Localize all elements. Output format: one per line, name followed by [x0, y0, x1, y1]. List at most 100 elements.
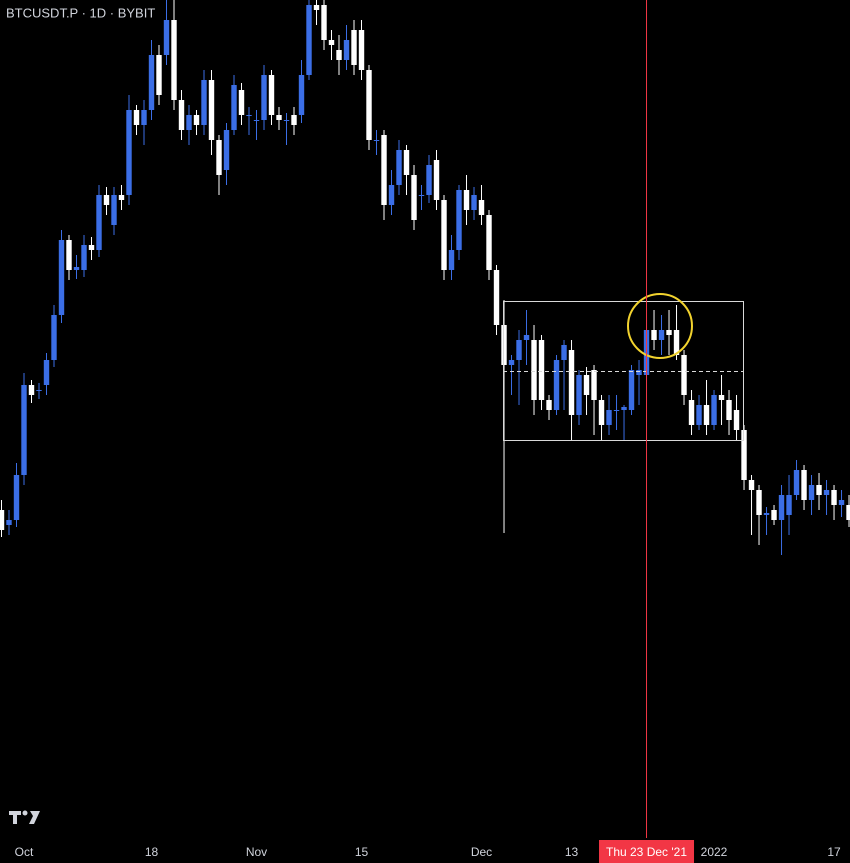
candle-body	[831, 490, 837, 505]
crosshair-label: Thu 23 Dec '21	[606, 845, 687, 859]
candle-body	[516, 340, 522, 360]
candle-body	[823, 490, 830, 495]
candle-body	[253, 120, 260, 121]
candle-body	[846, 505, 850, 520]
candle-body	[141, 110, 147, 125]
candle-body	[471, 195, 477, 210]
candle-body	[276, 115, 282, 120]
candle-body	[673, 330, 680, 355]
candle-body	[606, 410, 612, 425]
candle-body	[66, 240, 72, 270]
x-tick-label: 2022	[701, 845, 728, 859]
candle-body	[261, 75, 267, 120]
candle-body	[246, 115, 252, 116]
candle-body	[313, 5, 320, 10]
candle-body	[786, 495, 792, 515]
candle-body	[748, 480, 755, 490]
candle-body	[816, 485, 822, 495]
candle-body	[193, 115, 200, 125]
candle-body	[201, 80, 207, 125]
candle-body	[118, 195, 125, 200]
candle-body	[306, 5, 312, 75]
candles	[0, 0, 850, 555]
candle-body	[711, 395, 717, 425]
candle-body	[778, 495, 785, 520]
candle-body	[756, 490, 762, 515]
candle-body	[613, 410, 620, 411]
candle-body	[538, 340, 545, 400]
candle-body	[351, 30, 357, 65]
candle-body	[21, 385, 27, 475]
highlight-circle	[627, 293, 693, 359]
candle-body	[546, 400, 552, 410]
candle-body	[703, 405, 710, 425]
candle-body	[771, 510, 777, 520]
candle-body	[636, 370, 642, 375]
candle-body	[96, 195, 102, 250]
candle-body	[343, 40, 350, 60]
candle-body	[133, 110, 140, 125]
candle-body	[696, 405, 702, 425]
x-tick-label: Dec	[471, 845, 492, 859]
candle-body	[411, 175, 417, 220]
candle-body	[718, 395, 725, 400]
candle-body	[583, 375, 590, 395]
candle-body	[576, 375, 582, 415]
candle-body	[238, 90, 245, 115]
candle-body	[186, 115, 192, 130]
candle-body	[103, 195, 110, 205]
candle-body	[156, 55, 162, 95]
candle-body	[43, 360, 50, 385]
candle-body	[501, 325, 507, 365]
candle-body	[336, 50, 342, 60]
candle-body	[88, 245, 95, 250]
candle-body	[493, 270, 500, 325]
candle-body	[81, 245, 87, 270]
candle-body	[208, 80, 215, 140]
candle-body	[628, 370, 635, 410]
candle-body	[463, 190, 470, 210]
candle-body	[36, 390, 42, 391]
candle-body	[403, 150, 410, 175]
candle-body	[733, 410, 740, 430]
candle-body	[553, 360, 560, 410]
candle-body	[396, 150, 402, 185]
candle-body	[741, 430, 747, 480]
candle-body	[523, 335, 530, 340]
candle-body	[426, 165, 432, 195]
candle-body	[681, 355, 687, 395]
candle-body	[561, 345, 567, 360]
candle-body	[388, 185, 395, 205]
x-tick-label: Nov	[246, 845, 267, 859]
candle-body	[598, 400, 605, 425]
candle-body	[178, 100, 185, 130]
candle-body	[171, 20, 177, 100]
candle-body	[13, 475, 20, 520]
candle-body	[838, 500, 845, 505]
x-tick-label: Oct	[15, 845, 34, 859]
candle-body	[223, 130, 230, 170]
x-tick-label: 13	[565, 845, 579, 859]
candle-body	[621, 407, 627, 410]
crosshair-label-box	[599, 840, 695, 863]
candle-body	[478, 200, 485, 215]
chart-title: BTCUSDT.P · 1D · BYBIT	[6, 5, 155, 20]
candle-body	[358, 30, 365, 70]
candle-body	[666, 330, 672, 335]
candle-body	[381, 135, 387, 205]
candle-body	[373, 140, 380, 141]
candle-body	[591, 370, 597, 400]
candle-body	[508, 360, 515, 365]
candle-body	[688, 400, 695, 425]
candle-body	[126, 110, 132, 195]
x-tick-label: 15	[355, 845, 369, 859]
tv-logo	[9, 810, 40, 824]
candle-body	[456, 190, 462, 250]
x-tick-label: 18	[145, 845, 159, 859]
candle-body	[58, 240, 65, 315]
candle-body	[366, 70, 372, 140]
candle-body	[73, 267, 80, 270]
candle-body	[448, 250, 455, 270]
candle-body	[763, 513, 770, 515]
